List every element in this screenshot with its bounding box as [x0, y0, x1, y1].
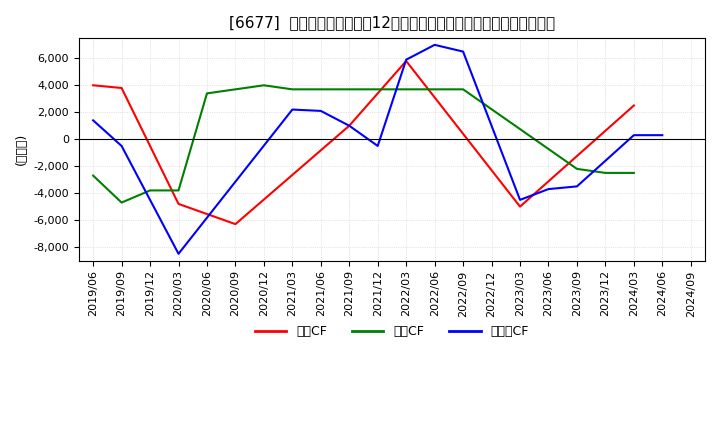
営業CF [174, 201, 183, 206]
フリーCF [459, 49, 467, 54]
営業CF [231, 221, 240, 227]
フリーCF [288, 107, 297, 112]
フリーCF [117, 143, 126, 149]
フリーCF [572, 184, 581, 189]
フリーCF [658, 132, 667, 138]
Line: 営業CF: 営業CF [93, 61, 634, 224]
投資CF [459, 87, 467, 92]
フリーCF [317, 108, 325, 114]
フリーCF [516, 197, 524, 202]
営業CF [402, 59, 410, 64]
投資CF [117, 200, 126, 205]
フリーCF [544, 187, 553, 192]
フリーCF [402, 57, 410, 62]
投資CF [89, 173, 97, 178]
投資CF [202, 91, 211, 96]
営業CF [345, 123, 354, 128]
投資CF [145, 188, 154, 193]
投資CF [572, 166, 581, 172]
Legend: 営業CF, 投資CF, フリーCF: 営業CF, 投資CF, フリーCF [250, 320, 534, 343]
Line: 投資CF: 投資CF [93, 85, 634, 202]
Title: [6677]  キャッシュフローの12か月移動合計の対前年同期増減額の推移: [6677] キャッシュフローの12か月移動合計の対前年同期増減額の推移 [229, 15, 555, 30]
営業CF [516, 204, 524, 209]
投資CF [231, 87, 240, 92]
フリーCF [89, 117, 97, 123]
投資CF [629, 170, 638, 176]
営業CF [629, 103, 638, 108]
営業CF [117, 85, 126, 91]
フリーCF [629, 132, 638, 138]
フリーCF [374, 143, 382, 149]
フリーCF [174, 251, 183, 257]
営業CF [89, 83, 97, 88]
フリーCF [431, 42, 439, 48]
フリーCF [345, 123, 354, 128]
投資CF [174, 188, 183, 193]
Y-axis label: (百万円): (百万円) [15, 133, 28, 165]
投資CF [601, 170, 610, 176]
投資CF [288, 87, 297, 92]
Line: フリーCF: フリーCF [93, 45, 662, 254]
投資CF [260, 83, 269, 88]
